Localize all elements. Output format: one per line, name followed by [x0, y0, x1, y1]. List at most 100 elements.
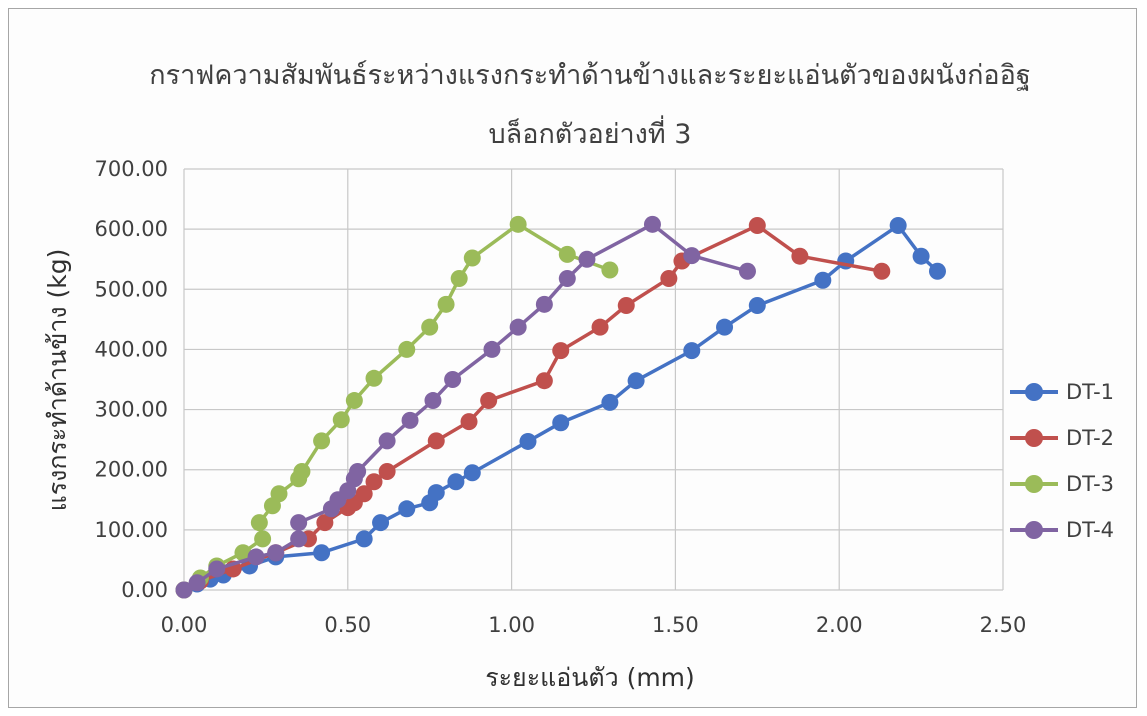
series-dt-2 — [175, 217, 891, 599]
data-point — [398, 340, 416, 358]
grid-lines — [183, 168, 1004, 591]
data-point — [437, 295, 455, 313]
data-point — [447, 473, 465, 491]
legend-marker — [1025, 383, 1043, 401]
data-point — [552, 414, 570, 432]
data-point — [293, 463, 311, 481]
data-point — [355, 485, 373, 503]
legend-label: DT-3 — [1066, 472, 1114, 496]
data-point — [444, 371, 462, 388]
data-point — [290, 530, 308, 548]
data-point — [208, 560, 226, 578]
data-point — [372, 514, 390, 532]
series-dt-3 — [175, 215, 619, 599]
data-point — [175, 581, 193, 599]
x-tick-label: 0.00 — [161, 613, 208, 637]
y-tick-label: 300.00 — [95, 398, 168, 422]
series-line — [182, 222, 611, 592]
data-point — [578, 250, 596, 268]
data-point — [535, 372, 553, 390]
data-point — [332, 411, 350, 429]
data-point — [748, 297, 766, 315]
x-axis-label: ระยะแอ่นตัว (mm) — [485, 663, 695, 692]
x-tick-label: 2.00 — [816, 613, 863, 637]
y-tick-label: 700.00 — [95, 157, 168, 181]
data-point — [912, 247, 930, 265]
data-point — [617, 297, 635, 315]
data-point — [345, 392, 363, 410]
data-point — [791, 247, 809, 265]
series-dt-4 — [175, 215, 756, 599]
data-point — [450, 269, 468, 287]
data-point — [463, 249, 481, 267]
chart-title-line1: กราฟความสัมพันธ์ระหว่างแรงกระทำด้านข้างแ… — [149, 59, 1031, 91]
y-tick-label: 600.00 — [95, 217, 168, 241]
data-point — [313, 544, 331, 562]
data-point — [509, 318, 527, 336]
data-point — [483, 340, 501, 358]
data-point — [535, 295, 553, 313]
data-point — [421, 318, 439, 336]
data-point — [480, 392, 498, 410]
data-point — [601, 261, 619, 279]
data-point — [509, 215, 527, 233]
data-point — [889, 217, 907, 235]
data-point — [349, 463, 367, 481]
data-point — [558, 269, 576, 287]
x-axis-ticks: 0.00 0.50 1.00 1.50 2.00 2.50 — [161, 613, 1027, 637]
data-point — [627, 372, 645, 390]
data-point — [365, 369, 383, 387]
data-point — [398, 500, 416, 518]
data-point — [401, 411, 419, 429]
y-tick-label: 400.00 — [95, 337, 168, 361]
legend-marker — [1025, 429, 1043, 447]
data-point — [254, 530, 272, 548]
data-point — [313, 432, 331, 450]
series-group — [175, 215, 946, 599]
legend-item-dt-3: DT-3 — [1010, 472, 1114, 496]
data-point — [365, 473, 383, 491]
data-point — [552, 342, 570, 360]
data-point — [601, 393, 619, 411]
y-axis-ticks: 0.00 100.00 200.00 300.00 400.00 500.00 600.00… — [95, 157, 168, 602]
data-point — [378, 432, 396, 450]
series-line — [183, 223, 883, 592]
data-point — [643, 215, 661, 233]
data-point — [738, 262, 756, 280]
chart-title-line2: บล็อกตัวอย่างที่ 3 — [489, 115, 692, 150]
data-point — [316, 514, 334, 532]
data-point — [814, 271, 832, 289]
x-tick-label: 1.00 — [488, 613, 535, 637]
data-point — [270, 485, 288, 503]
data-point — [250, 514, 268, 532]
x-tick-label: 2.50 — [980, 613, 1027, 637]
data-point — [290, 514, 308, 532]
y-tick-label: 100.00 — [95, 518, 168, 542]
data-point — [683, 342, 701, 360]
x-tick-label: 0.50 — [324, 613, 371, 637]
data-point — [247, 548, 265, 566]
data-point — [558, 245, 576, 263]
legend-label: DT-4 — [1066, 518, 1114, 542]
legend-item-dt-1: DT-1 — [1010, 380, 1114, 404]
data-point — [188, 574, 206, 592]
data-point — [519, 432, 537, 450]
y-tick-label: 0.00 — [121, 578, 168, 602]
legend-item-dt-4: DT-4 — [1010, 518, 1114, 542]
legend-marker — [1025, 521, 1043, 539]
x-tick-label: 1.50 — [652, 613, 699, 637]
data-point — [460, 413, 478, 431]
data-point — [716, 318, 734, 336]
data-point — [267, 544, 285, 562]
data-point — [591, 318, 609, 336]
y-tick-label: 500.00 — [95, 277, 168, 301]
data-point — [463, 464, 481, 482]
legend: DT-1 DT-2 DT-3 DT-4 — [1010, 380, 1114, 542]
data-point — [234, 544, 252, 562]
data-point — [873, 262, 891, 280]
data-point — [427, 484, 445, 502]
data-point — [355, 530, 373, 548]
data-point — [378, 463, 396, 481]
data-point — [928, 262, 946, 280]
